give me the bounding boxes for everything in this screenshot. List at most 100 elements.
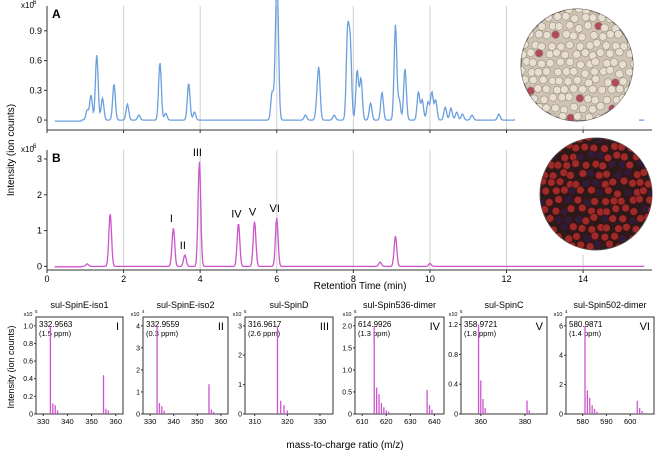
- cell: [600, 214, 610, 223]
- cell: [614, 171, 623, 180]
- cell: [609, 196, 619, 206]
- cell: [574, 24, 584, 33]
- cell: [618, 60, 627, 69]
- spectrum-title: sul-Spin502-dimer: [573, 300, 646, 310]
- cell: [629, 59, 633, 69]
- y-tick-label: 4: [559, 353, 563, 360]
- cell: [605, 66, 615, 75]
- cell: [580, 69, 590, 78]
- cell: [598, 161, 607, 171]
- top-y-axis-label: Intensity (ion counts): [6, 104, 17, 196]
- cell: [583, 234, 592, 244]
- cell: [600, 144, 609, 153]
- x-tick-label: 330: [144, 417, 157, 426]
- y-tick-label: 0.8: [23, 341, 33, 348]
- cell: [528, 58, 538, 67]
- cell: [547, 178, 556, 187]
- y-tick-label: 0.4: [448, 382, 458, 389]
- spectrum-title: sul-SpinD: [269, 300, 309, 310]
- cell: [529, 75, 538, 85]
- cell: [569, 222, 578, 231]
- cell: [555, 177, 565, 186]
- cell: [542, 30, 552, 40]
- y-tick-label: 0: [238, 412, 242, 419]
- mz-axis-label: mass-to-charge ratio (m/z): [286, 440, 403, 451]
- cell: [564, 234, 573, 244]
- cell: [569, 102, 579, 112]
- y-tick-label: 2.0: [342, 323, 352, 330]
- cell: [565, 57, 575, 67]
- cell: [590, 231, 600, 241]
- cell: [597, 85, 607, 95]
- cell: [577, 224, 587, 233]
- cell: [608, 214, 617, 223]
- y-exponent: 5: [354, 309, 357, 314]
- cell: [592, 39, 601, 48]
- cell: [582, 179, 591, 188]
- cell: [560, 185, 569, 195]
- peak-label: II: [180, 240, 186, 252]
- y-tick-label: 0: [559, 412, 563, 419]
- y-exponent: 5: [460, 309, 463, 314]
- cell: [565, 40, 574, 50]
- cell: [556, 57, 565, 67]
- cell: [605, 49, 615, 58]
- x-tick-label: 620: [380, 417, 393, 426]
- peak-ppm: (1.8 ppm): [464, 329, 497, 338]
- cell: [541, 186, 550, 196]
- cell: [584, 138, 593, 142]
- cell: [596, 48, 605, 57]
- y-tick-label: 0.2: [23, 394, 33, 401]
- cell: [571, 159, 580, 168]
- cell: [607, 160, 617, 169]
- cell: [572, 232, 581, 241]
- cell: [566, 204, 576, 213]
- cell: [639, 186, 648, 195]
- cell: [629, 207, 638, 216]
- cell: [553, 161, 563, 170]
- y-tick-label: 6: [559, 323, 563, 330]
- spectrum-title: sul-SpinE-iso1: [50, 300, 108, 310]
- y-exponent: 4: [565, 309, 568, 314]
- cell: [554, 195, 563, 204]
- cell: [575, 9, 584, 14]
- spectrum-frame: [565, 316, 655, 415]
- x-tick-label: 14: [578, 274, 588, 284]
- cell: [591, 178, 600, 188]
- cell: [596, 101, 605, 111]
- y-tick-label: 0: [29, 412, 33, 419]
- cell: [560, 222, 569, 231]
- cell: [554, 76, 564, 86]
- cell: [552, 186, 561, 196]
- cell: [595, 138, 604, 145]
- panel-numeral: I: [116, 321, 119, 333]
- cell: [565, 21, 574, 30]
- cell: [533, 84, 543, 93]
- cell: [539, 75, 548, 85]
- y-tick-label: 1: [238, 382, 242, 389]
- y-tick-label: 0: [37, 115, 42, 125]
- panel-numeral: II: [218, 321, 224, 333]
- x-tick-label: 330: [37, 417, 50, 426]
- cell: [644, 179, 652, 189]
- cell: [539, 95, 549, 104]
- cell: [581, 13, 591, 22]
- cell: [609, 58, 619, 67]
- y-tick-label: 2: [559, 382, 563, 389]
- cell: [581, 161, 591, 170]
- peak-mz: 358.9721: [464, 320, 498, 329]
- peak-label: VI: [270, 203, 280, 215]
- cell: [617, 234, 627, 244]
- cell: [570, 14, 579, 23]
- y-multiplier: x10: [21, 145, 34, 154]
- x-tick-label: 360: [215, 417, 228, 426]
- cell: [573, 195, 583, 205]
- peak-ppm: (2.6 ppm): [248, 329, 281, 338]
- y-multiplier: x10: [24, 312, 33, 318]
- cell: [600, 232, 610, 242]
